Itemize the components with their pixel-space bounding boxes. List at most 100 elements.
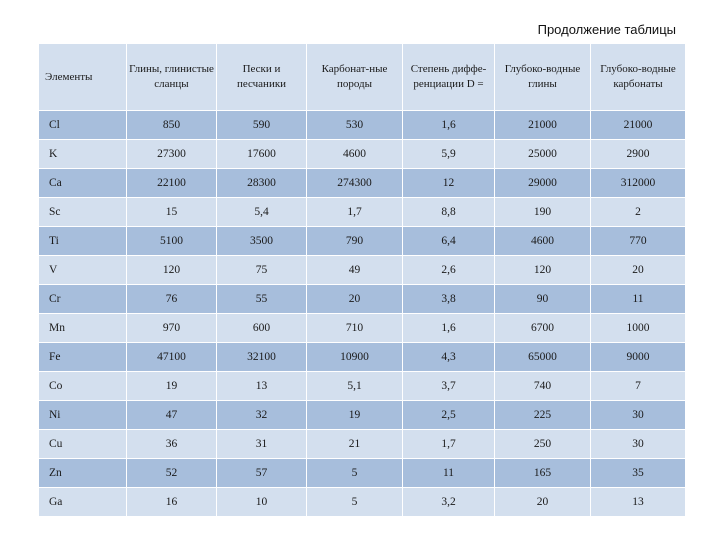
element-cell: Ga: [38, 487, 127, 517]
value-cell: 75: [216, 255, 307, 285]
value-cell: 312000: [590, 168, 686, 198]
value-cell: 6700: [494, 313, 591, 343]
value-cell: 3,2: [402, 487, 495, 517]
value-cell: 35: [590, 458, 686, 488]
table-header-row: Элементы Глины, глинистые сланцы Пески и…: [38, 43, 686, 111]
table-row: Cu 36 31 21 1,7 250 30: [38, 429, 686, 459]
value-cell: 11: [590, 284, 686, 314]
value-cell: 20: [590, 255, 686, 285]
value-cell: 225: [494, 400, 591, 430]
value-cell: 1,7: [402, 429, 495, 459]
value-cell: 790: [306, 226, 403, 256]
value-cell: 21000: [494, 110, 591, 140]
value-cell: 49: [306, 255, 403, 285]
value-cell: 5,1: [306, 371, 403, 401]
value-cell: 55: [216, 284, 307, 314]
value-cell: 590: [216, 110, 307, 140]
value-cell: 15: [126, 197, 217, 227]
value-cell: 36: [126, 429, 217, 459]
value-cell: 5: [306, 487, 403, 517]
value-cell: 4600: [494, 226, 591, 256]
value-cell: 600: [216, 313, 307, 343]
value-cell: 7: [590, 371, 686, 401]
value-cell: 3500: [216, 226, 307, 256]
value-cell: 2: [590, 197, 686, 227]
value-cell: 22100: [126, 168, 217, 198]
value-cell: 32100: [216, 342, 307, 372]
value-cell: 10: [216, 487, 307, 517]
value-cell: 31: [216, 429, 307, 459]
value-cell: 2900: [590, 139, 686, 169]
value-cell: 274300: [306, 168, 403, 198]
header-cell: Элементы: [38, 43, 127, 111]
header-cell: Пески и песчаники: [216, 43, 307, 111]
value-cell: 970: [126, 313, 217, 343]
value-cell: 20: [494, 487, 591, 517]
value-cell: 52: [126, 458, 217, 488]
element-cell: Co: [38, 371, 127, 401]
table-row: V 120 75 49 2,6 120 20: [38, 255, 686, 285]
element-cell: Fe: [38, 342, 127, 372]
element-cell: Cu: [38, 429, 127, 459]
table-row: Co 19 13 5,1 3,7 740 7: [38, 371, 686, 401]
value-cell: 30: [590, 400, 686, 430]
value-cell: 13: [590, 487, 686, 517]
value-cell: 120: [494, 255, 591, 285]
table-row: Ti 5100 3500 790 6,4 4600 770: [38, 226, 686, 256]
header-cell: Глины, глинистые сланцы: [126, 43, 217, 111]
value-cell: 250: [494, 429, 591, 459]
value-cell: 6,4: [402, 226, 495, 256]
value-cell: 190: [494, 197, 591, 227]
table-row: Ni 47 32 19 2,5 225 30: [38, 400, 686, 430]
table-row: K 27300 17600 4600 5,9 25000 2900: [38, 139, 686, 169]
table-row: Fe 47100 32100 10900 4,3 65000 9000: [38, 342, 686, 372]
value-cell: 90: [494, 284, 591, 314]
elements-table: Элементы Глины, глинистые сланцы Пески и…: [38, 43, 686, 517]
value-cell: 4600: [306, 139, 403, 169]
element-cell: Mn: [38, 313, 127, 343]
value-cell: 3,7: [402, 371, 495, 401]
value-cell: 21000: [590, 110, 686, 140]
value-cell: 5100: [126, 226, 217, 256]
value-cell: 710: [306, 313, 403, 343]
value-cell: 27300: [126, 139, 217, 169]
value-cell: 19: [306, 400, 403, 430]
value-cell: 530: [306, 110, 403, 140]
value-cell: 30: [590, 429, 686, 459]
value-cell: 770: [590, 226, 686, 256]
element-cell: Cl: [38, 110, 127, 140]
table-caption: Продолжение таблицы: [537, 22, 676, 37]
value-cell: 1,7: [306, 197, 403, 227]
value-cell: 120: [126, 255, 217, 285]
value-cell: 16: [126, 487, 217, 517]
table-body: Cl 850 590 530 1,6 21000 21000 K 27300 17600 4600 5…: [38, 110, 686, 517]
table-row: Mn 970 600 710 1,6 6700 1000: [38, 313, 686, 343]
value-cell: 2,6: [402, 255, 495, 285]
value-cell: 1,6: [402, 110, 495, 140]
value-cell: 740: [494, 371, 591, 401]
table-row: Cr 76 55 20 3,8 90 11: [38, 284, 686, 314]
value-cell: 19: [126, 371, 217, 401]
table-row: Ca 22100 28300 274300 12 29000 312000: [38, 168, 686, 198]
value-cell: 17600: [216, 139, 307, 169]
value-cell: 1000: [590, 313, 686, 343]
value-cell: 28300: [216, 168, 307, 198]
value-cell: 8,8: [402, 197, 495, 227]
value-cell: 2,5: [402, 400, 495, 430]
element-cell: Ni: [38, 400, 127, 430]
element-cell: Sc: [38, 197, 127, 227]
value-cell: 3,8: [402, 284, 495, 314]
value-cell: 57: [216, 458, 307, 488]
value-cell: 1,6: [402, 313, 495, 343]
value-cell: 13: [216, 371, 307, 401]
value-cell: 65000: [494, 342, 591, 372]
table-row: Sc 15 5,4 1,7 8,8 190 2: [38, 197, 686, 227]
element-cell: Ca: [38, 168, 127, 198]
table-row: Ga 16 10 5 3,2 20 13: [38, 487, 686, 517]
value-cell: 12: [402, 168, 495, 198]
value-cell: 21: [306, 429, 403, 459]
value-cell: 32: [216, 400, 307, 430]
header-cell: Карбонат-ные породы: [306, 43, 403, 111]
element-cell: V: [38, 255, 127, 285]
header-cell: Степень диффе-ренциации D =: [402, 43, 495, 111]
